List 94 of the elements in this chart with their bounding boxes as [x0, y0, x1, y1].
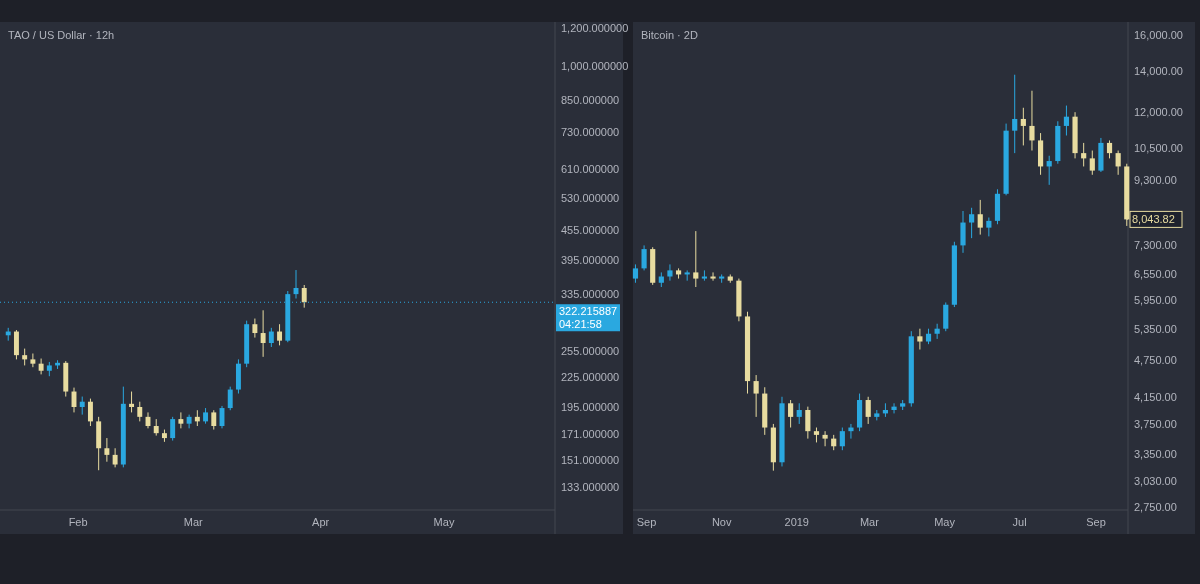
y-tick-label: 171.000000 [561, 428, 620, 441]
candlestick [1020, 107, 1026, 146]
candlestick [788, 399, 794, 429]
candlestick [38, 358, 44, 375]
candlestick [87, 398, 93, 427]
annotation: 8,043.82 [1132, 213, 1175, 226]
x-tick-label: Apr [312, 516, 330, 528]
text: TAO / US Dollar · 12h [8, 29, 115, 41]
y-tick-label: 9,300.00 [1134, 174, 1177, 187]
candlestick [848, 423, 854, 440]
candlestick [684, 269, 690, 282]
y-tick-label: 7,300.00 [1134, 239, 1177, 252]
candlestick [865, 396, 871, 425]
candlestick [178, 411, 184, 429]
y-tick-label: 5,350.00 [1134, 322, 1177, 335]
candlestick [891, 402, 897, 414]
candlestick [277, 323, 283, 346]
y-tick-label: 4,150.00 [1134, 390, 1177, 403]
x-tick-label: May [934, 516, 956, 528]
x-tick-label: Sep [1086, 516, 1106, 528]
x-tick-label: May [433, 516, 455, 528]
y-tick-label: 455.000000 [561, 224, 620, 237]
candlestick [796, 402, 802, 425]
y-tick-label: 395.000000 [561, 253, 620, 266]
candlestick [839, 427, 845, 451]
y-tick-label: 255.000000 [561, 344, 620, 357]
candlestick [805, 406, 811, 440]
y-tick-label: 14,000.00 [1134, 64, 1183, 77]
text: Bitcoin · 2D [641, 29, 698, 41]
candlestick [227, 386, 233, 411]
y-tick-label: 1,000.000000 [561, 59, 629, 72]
candlestick [211, 409, 217, 431]
candlestick [268, 327, 274, 348]
candlestick [934, 323, 940, 340]
candlestick [641, 244, 647, 271]
candlestick [753, 374, 759, 418]
x-tick-label: Feb [68, 516, 88, 528]
y-tick-label: 12,000.00 [1134, 106, 1183, 119]
candlestick [260, 309, 266, 358]
y-tick-label: 4,750.00 [1134, 354, 1177, 367]
x-tick-label: Mar [183, 516, 204, 528]
candlestick [1089, 150, 1095, 176]
y-tick-label: 730.000000 [561, 125, 620, 138]
y-tick-label: 850.000000 [561, 93, 620, 106]
y-tick-label: 3,030.00 [1134, 474, 1177, 487]
y-tick-label: 151.000000 [561, 454, 620, 467]
y-tick-label: 1,200.000000 [561, 21, 629, 34]
y-tick-label: 5,950.00 [1134, 294, 1177, 307]
candlestick [969, 207, 975, 239]
x-tick-label: 2019 [784, 516, 810, 528]
candlestick [710, 271, 716, 282]
candlestick [701, 269, 707, 282]
y-tick-label: 133.000000 [561, 480, 620, 493]
x-tick-label: Sep [636, 516, 657, 528]
candlestick [960, 210, 966, 254]
candlestick [693, 230, 699, 288]
candlestick [104, 437, 110, 463]
candlestick [986, 217, 992, 237]
candlestick [1081, 142, 1087, 167]
ref-line-label: 322.215887 [559, 305, 618, 318]
x-tick-label: Mar [859, 516, 880, 528]
y-tick-label: 16,000.00 [1134, 28, 1183, 41]
candlestick [79, 396, 85, 416]
candlestick [1029, 90, 1035, 152]
candlestick [943, 301, 949, 332]
candlestick [822, 430, 828, 447]
candlestick [137, 401, 143, 422]
text: 04:21:58 [559, 318, 602, 331]
candlestick [917, 328, 923, 351]
candlestick [301, 284, 307, 309]
candlestick [1115, 150, 1121, 176]
candlestick [632, 263, 639, 284]
y-tick-label: 225.000000 [561, 370, 620, 383]
candlestick [112, 447, 118, 468]
candlestick [667, 263, 673, 282]
y-tick-label: 335.000000 [561, 287, 620, 300]
candlestick [977, 199, 983, 236]
candlestick [129, 391, 135, 413]
y-tick-label: 10,500.00 [1134, 141, 1183, 154]
y-tick-label: 3,350.00 [1134, 448, 1177, 461]
x-tick-label: Nov [711, 516, 732, 528]
y-tick-label: 530.000000 [561, 192, 620, 205]
y-tick-label: 3,750.00 [1134, 417, 1177, 430]
candlestick [13, 329, 19, 360]
candlestick [252, 318, 258, 339]
candlestick [170, 416, 176, 442]
y-tick-label: 195.000000 [561, 400, 620, 413]
candlestick [1012, 74, 1018, 154]
candlestick [1063, 105, 1070, 136]
x-tick-label: Jul [1012, 516, 1027, 528]
y-tick-label: 610.000000 [561, 162, 620, 175]
candlestick [30, 353, 36, 368]
y-tick-label: 6,550.00 [1134, 268, 1177, 281]
y-tick-label: 2,750.00 [1134, 500, 1177, 513]
